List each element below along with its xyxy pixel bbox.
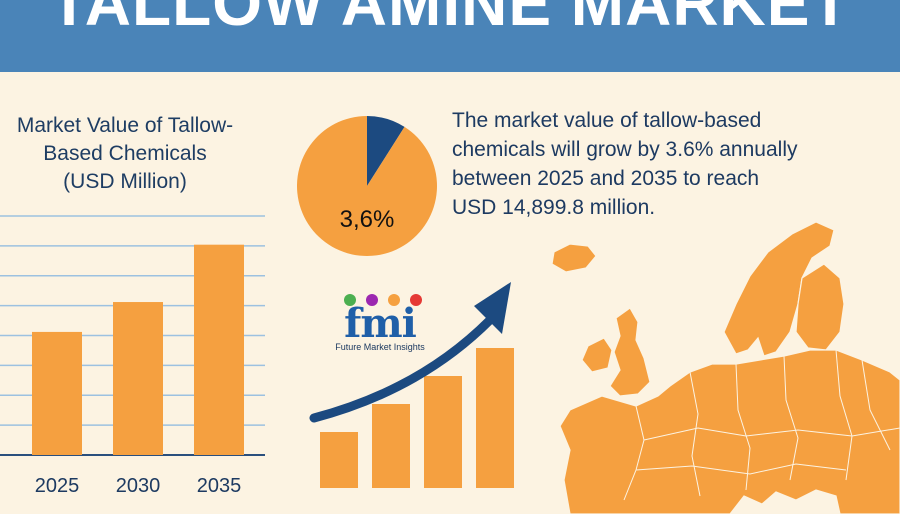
growth-arrow-head-icon xyxy=(474,282,511,334)
title-banner: TALLOW AMINE MARKET xyxy=(0,0,900,72)
logo-dot-icon xyxy=(366,294,378,306)
chart-title-line-3: (USD Million) xyxy=(63,170,187,193)
chart-title: Market Value of Tallow- Based Chemicals … xyxy=(0,112,250,196)
bar-2030 xyxy=(113,302,163,455)
bar-2035 xyxy=(194,244,244,455)
x-tick-label: 2030 xyxy=(116,475,161,497)
growth-arrow-graphic xyxy=(309,282,514,488)
description-line-2: chemicals will grow by 3.6% annually xyxy=(452,138,798,161)
chart-title-line-2: Based Chemicals xyxy=(43,142,207,165)
pie-slice-1 xyxy=(297,116,437,256)
pie-slice-0 xyxy=(367,116,405,186)
x-tick-label: 2035 xyxy=(197,475,242,497)
market-value-bar-chart: 2025 2030 2035 xyxy=(0,215,265,497)
x-tick-label: 2025 xyxy=(35,475,80,497)
growth-bar xyxy=(476,348,514,488)
logo-dot-icon xyxy=(410,294,422,306)
logo-text: fmi xyxy=(344,300,417,347)
market-description: The market value of tallow-based chemica… xyxy=(452,106,872,222)
growth-bar xyxy=(424,376,462,488)
growth-rate-pie-chart: 3,6% xyxy=(297,116,437,256)
growth-bar xyxy=(372,404,410,488)
logo-icons xyxy=(344,294,422,306)
bar-2025 xyxy=(32,331,82,455)
growth-bar xyxy=(320,432,358,488)
europe-map-icon xyxy=(551,221,900,514)
logo-dot-icon xyxy=(344,294,356,306)
description-line-4: USD 14,899.8 million. xyxy=(452,196,656,219)
growth-rate-pie-wrap: 3,6% xyxy=(296,106,438,266)
description-line-1: The market value of tallow-based xyxy=(452,109,762,132)
growth-arrow-shaft xyxy=(309,315,495,423)
description-line-3: between 2025 and 2035 to reach xyxy=(452,167,760,190)
chart-title-line-1: Market Value of Tallow- xyxy=(16,114,234,137)
pie-label: 3,6% xyxy=(340,206,395,233)
logo-dot-icon xyxy=(388,294,400,306)
fmi-logo: fmi Future Market Insights xyxy=(320,290,440,360)
logo-subtitle: Future Market Insights xyxy=(335,342,425,352)
page-title: TALLOW AMINE MARKET xyxy=(49,0,851,39)
